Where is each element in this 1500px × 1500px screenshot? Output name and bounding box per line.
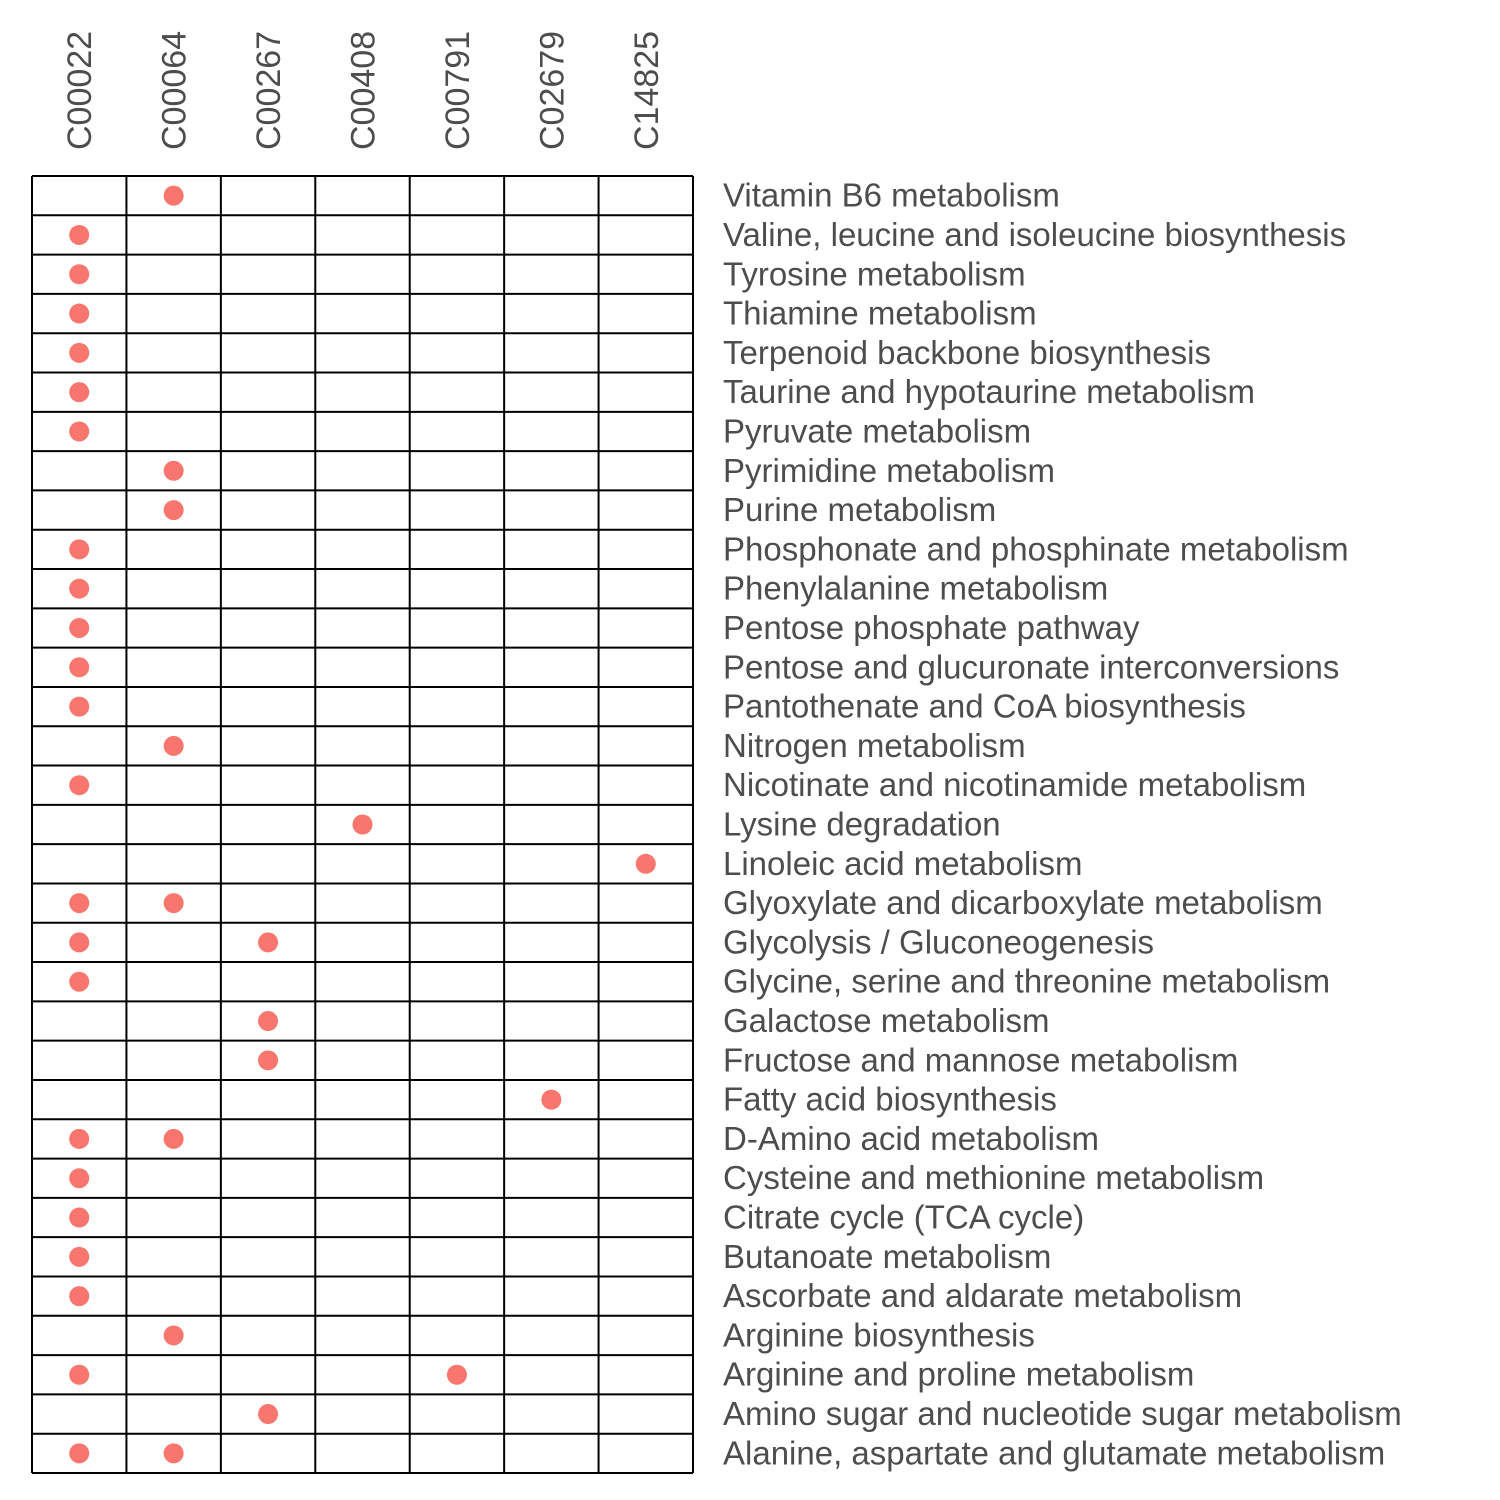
row-label: Phosphonate and phosphinate metabolism [723, 530, 1349, 567]
membership-dot [163, 735, 184, 756]
membership-dot [69, 1443, 90, 1464]
row-label: Cysteine and methionine metabolism [723, 1159, 1264, 1196]
row-label: Nicotinate and nicotinamide metabolism [723, 766, 1306, 803]
membership-dot [163, 893, 184, 914]
membership-dot [69, 893, 90, 914]
membership-dot [163, 500, 184, 521]
membership-dot [69, 1246, 90, 1267]
row-label: Ascorbate and aldarate metabolism [723, 1277, 1242, 1314]
row-label: Glycine, serine and threonine metabolism [723, 963, 1330, 1000]
membership-dot [541, 1089, 562, 1110]
column-label: C00064 [156, 31, 194, 150]
row-label: Purine metabolism [723, 491, 996, 528]
membership-dot [69, 382, 90, 403]
row-label: Alanine, aspartate and glutamate metabol… [723, 1434, 1385, 1471]
membership-dot [69, 971, 90, 992]
membership-dot [69, 1207, 90, 1228]
membership-dot [446, 1364, 467, 1385]
column-label: C00267 [250, 31, 288, 150]
membership-dot [69, 657, 90, 678]
membership-dot [163, 1443, 184, 1464]
membership-dot [258, 932, 279, 953]
column-labels: C00022 C00064 C00267 C00408 C00791 C02679 C148… [61, 31, 666, 150]
row-label: Pyrimidine metabolism [723, 452, 1055, 489]
row-label: Glyoxylate and dicarboxylate metabolism [723, 884, 1323, 921]
row-label: Glycolysis / Gluconeogenesis [723, 923, 1154, 960]
membership-dots [69, 185, 656, 1464]
membership-dot [163, 1325, 184, 1346]
column-label: C14825 [628, 31, 666, 150]
membership-dot [258, 1404, 279, 1425]
row-label: Citrate cycle (TCA cycle) [723, 1199, 1084, 1236]
row-label: Terpenoid backbone biosynthesis [723, 334, 1211, 371]
membership-dot [69, 1286, 90, 1307]
column-label: C00408 [345, 31, 383, 150]
row-label: Butanoate metabolism [723, 1238, 1051, 1275]
column-label: C00022 [61, 31, 99, 150]
row-label: D-Amino acid metabolism [723, 1120, 1099, 1157]
row-label: Tyrosine metabolism [723, 255, 1026, 292]
membership-dot [69, 224, 90, 245]
row-label: Galactose metabolism [723, 1002, 1049, 1039]
row-label: Taurine and hypotaurine metabolism [723, 373, 1255, 410]
row-label: Pantothenate and CoA biosynthesis [723, 688, 1246, 725]
membership-dot [69, 342, 90, 363]
row-label: Linoleic acid metabolism [723, 845, 1083, 882]
membership-dot [163, 460, 184, 481]
membership-dot [635, 853, 656, 874]
membership-dot [69, 1364, 90, 1385]
membership-dot [69, 303, 90, 324]
row-label: Arginine biosynthesis [723, 1316, 1035, 1353]
row-label: Valine, leucine and isoleucine biosynthe… [723, 216, 1346, 253]
membership-dot [69, 264, 90, 285]
row-label: Pyruvate metabolism [723, 412, 1031, 449]
membership-dot [69, 1168, 90, 1189]
membership-dot [69, 696, 90, 717]
membership-dot [69, 578, 90, 599]
membership-dot [69, 539, 90, 560]
row-label: Pentose phosphate pathway [723, 609, 1140, 646]
membership-dot [69, 617, 90, 638]
membership-dot [69, 421, 90, 442]
column-label: C02679 [533, 31, 571, 150]
row-label: Lysine degradation [723, 806, 1001, 843]
matrix-grid [31, 175, 694, 1474]
membership-dot [163, 185, 184, 206]
row-label: Vitamin B6 metabolism [723, 177, 1060, 214]
row-label: Phenylalanine metabolism [723, 570, 1108, 607]
membership-dot [69, 932, 90, 953]
row-label: Amino sugar and nucleotide sugar metabol… [723, 1395, 1402, 1432]
row-label: Pentose and glucuronate interconversions [723, 648, 1339, 685]
row-label: Thiamine metabolism [723, 295, 1037, 332]
membership-dot [69, 1128, 90, 1149]
row-label: Arginine and proline metabolism [723, 1356, 1194, 1393]
membership-dot [258, 1050, 279, 1071]
row-label: Fructose and mannose metabolism [723, 1041, 1238, 1078]
membership-dot [258, 1011, 279, 1032]
membership-dot [352, 814, 373, 835]
row-label: Fatty acid biosynthesis [723, 1081, 1057, 1118]
row-label: Nitrogen metabolism [723, 727, 1026, 764]
membership-dot [69, 775, 90, 796]
membership-dot [163, 1128, 184, 1149]
column-label: C00791 [439, 31, 477, 150]
